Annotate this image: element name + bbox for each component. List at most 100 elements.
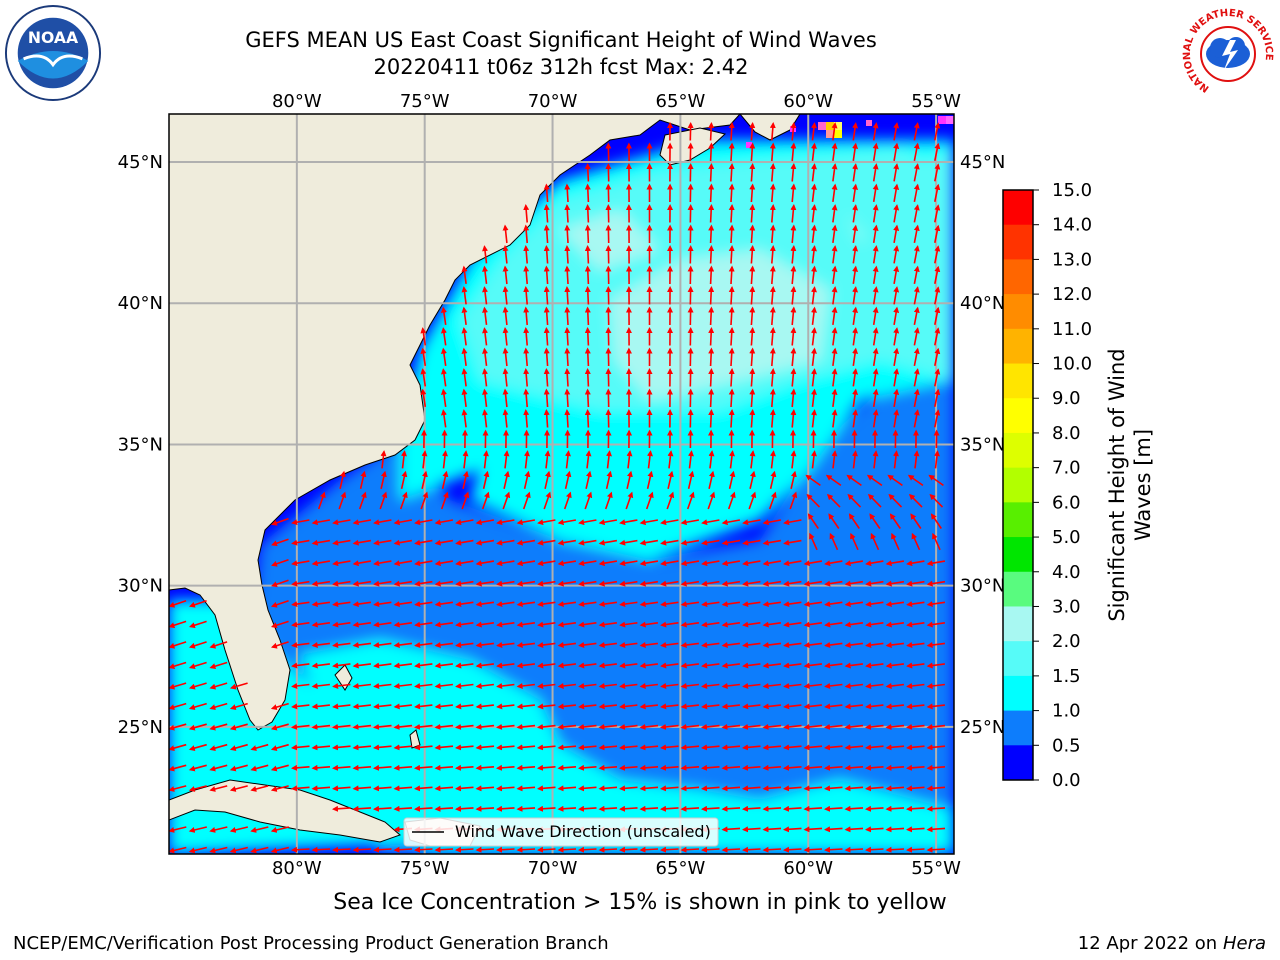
- direction-arrow: [537, 560, 556, 567]
- sea-ice-note: Sea Ice Concentration > 15% is shown in …: [333, 890, 947, 915]
- direction-arrow: [872, 388, 879, 408]
- direction-arrow: [926, 744, 946, 751]
- direction-arrow: [578, 662, 597, 669]
- direction-arrow: [708, 347, 715, 367]
- direction-arrow: [721, 744, 741, 751]
- direction-arrow: [708, 142, 715, 162]
- direction-arrow: [783, 723, 802, 730]
- direction-arrow: [742, 682, 761, 689]
- direction-arrow: [783, 826, 802, 833]
- direction-arrow: [557, 621, 577, 628]
- direction-arrow: [803, 764, 823, 771]
- direction-arrow: [639, 785, 659, 792]
- direction-arrow: [537, 785, 556, 792]
- direction-arrow: [769, 450, 776, 469]
- direction-arrow: [619, 662, 638, 669]
- direction-arrow: [434, 805, 454, 812]
- direction-arrow: [687, 470, 695, 489]
- colorbar-segment: [1003, 398, 1033, 434]
- direction-arrow: [598, 519, 618, 526]
- direction-arrow: [598, 642, 618, 648]
- direction-arrow: [870, 532, 880, 551]
- direction-arrow: [475, 764, 495, 771]
- direction-arrow: [708, 306, 715, 326]
- direction-arrow: [475, 601, 495, 608]
- colorbar-frame: [1002, 189, 1034, 781]
- direction-arrow: [865, 826, 884, 833]
- direction-arrow: [762, 621, 782, 628]
- direction-arrow: [188, 826, 207, 833]
- direction-arrow: [660, 662, 679, 669]
- direction-arrow: [270, 600, 289, 608]
- direction-arrow: [543, 306, 550, 326]
- colorbar-tick-label: 0.5: [1052, 735, 1081, 756]
- lat-label-right: 45°N: [960, 152, 1005, 173]
- direction-arrow: [270, 702, 289, 711]
- lon-label-top: 65°W: [656, 91, 706, 112]
- direction-arrow: [680, 764, 700, 771]
- direction-arrow: [721, 703, 740, 710]
- direction-arrow: [872, 265, 879, 285]
- direction-arrow: [749, 286, 756, 305]
- direction-arrow: [578, 621, 597, 628]
- direction-arrow: [619, 621, 638, 628]
- direction-arrow: [783, 682, 802, 689]
- direction-arrow: [762, 764, 782, 771]
- direction-arrow: [885, 642, 905, 648]
- direction-arrow: [708, 368, 715, 387]
- direction-arrow: [721, 785, 741, 792]
- direction-arrow: [790, 409, 797, 428]
- direction-arrow: [578, 642, 597, 648]
- direction-arrow: [831, 224, 838, 244]
- direction-arrow: [708, 286, 715, 305]
- direction-arrow: [721, 846, 741, 853]
- colorbar-segment: [1003, 432, 1033, 469]
- legend-label: Wind Wave Direction (unscaled): [455, 822, 711, 841]
- direction-arrow: [578, 764, 597, 771]
- direction-arrow: [721, 580, 741, 587]
- direction-arrow: [660, 682, 679, 689]
- colorbar-tick-label: 10.0: [1052, 354, 1092, 375]
- direction-arrow: [660, 621, 679, 628]
- direction-arrow: [311, 580, 331, 587]
- direction-arrow: [496, 764, 515, 771]
- colorbar-title-line1: Significant Height of Wind: [1105, 348, 1129, 622]
- direction-arrow: [584, 286, 591, 305]
- direction-arrow: [789, 491, 798, 510]
- direction-arrow: [229, 702, 248, 711]
- direction-arrow: [584, 224, 591, 244]
- direction-arrow: [783, 785, 802, 792]
- direction-arrow: [169, 743, 187, 751]
- direction-arrow: [934, 388, 941, 407]
- direction-arrow: [557, 682, 576, 689]
- direction-arrow: [930, 513, 942, 529]
- direction-arrow: [887, 474, 903, 487]
- direction-arrow: [209, 846, 228, 854]
- direction-arrow: [475, 682, 494, 689]
- direction-arrow: [708, 388, 715, 408]
- direction-arrow: [639, 682, 658, 689]
- direction-arrow: [831, 286, 838, 305]
- direction-arrow: [393, 744, 413, 751]
- colorbar-tick-label: 7.0: [1052, 458, 1081, 479]
- direction-arrow: [762, 785, 782, 792]
- direction-arrow: [790, 347, 797, 367]
- direction-arrow: [311, 785, 331, 792]
- direction-arrow: [516, 519, 536, 526]
- direction-arrow: [865, 785, 884, 792]
- direction-arrow: [680, 785, 700, 792]
- direction-arrow: [749, 388, 756, 408]
- direction-arrow: [557, 805, 577, 812]
- direction-arrow: [926, 682, 945, 689]
- direction-arrow: [626, 470, 633, 489]
- direction-arrow: [393, 580, 413, 587]
- direction-arrow: [564, 183, 571, 203]
- direction-arrow: [461, 306, 468, 326]
- direction-arrow: [889, 513, 901, 529]
- direction-arrow: [169, 826, 187, 833]
- direction-arrow: [742, 846, 761, 853]
- direction-arrow: [169, 620, 187, 629]
- direction-arrow: [564, 265, 571, 285]
- direction-arrow: [872, 306, 879, 326]
- direction-arrow: [270, 826, 289, 833]
